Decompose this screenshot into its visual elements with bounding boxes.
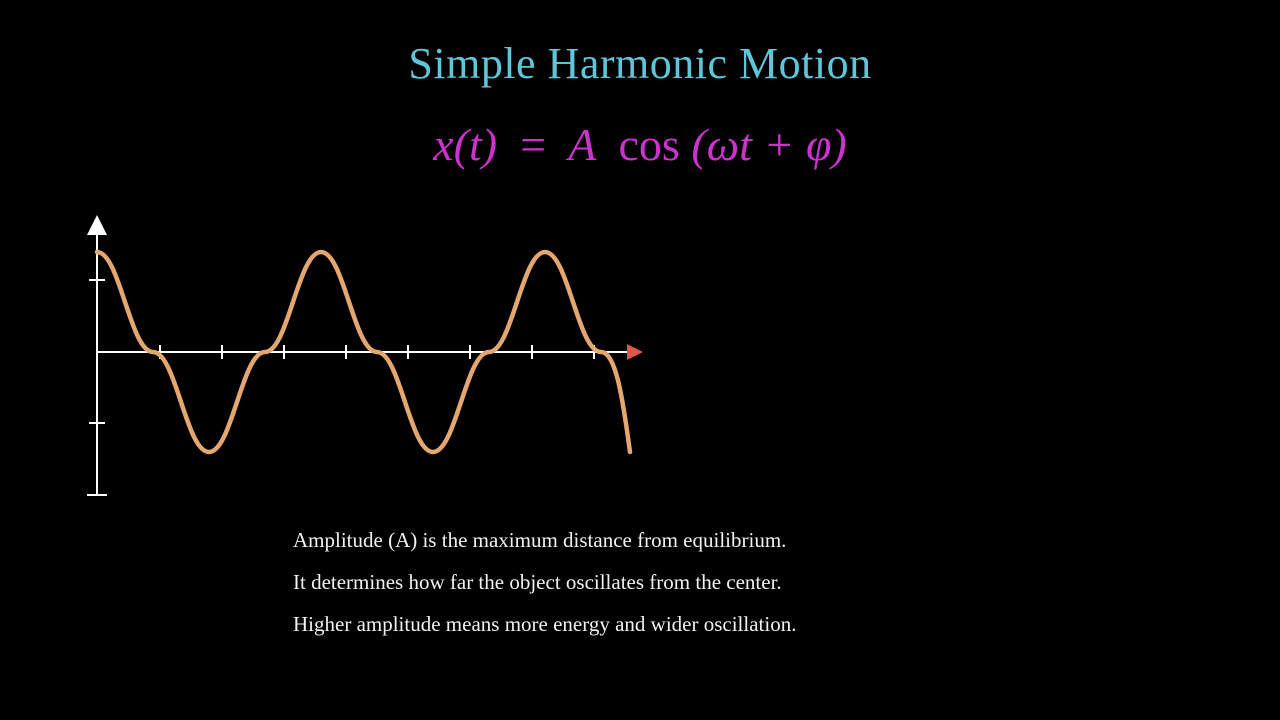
shm-chart: [75, 215, 655, 505]
formula-coefficient: A: [568, 119, 595, 170]
formula-expr: (ωt + φ): [691, 119, 846, 170]
formula-eq: =: [509, 119, 558, 170]
y-axis-arrowhead: [87, 215, 107, 235]
slide-root: Simple Harmonic Motion x(t) = A cos (ωt …: [0, 0, 1280, 720]
body-text-line-3: Higher amplitude means more energy and w…: [293, 612, 1013, 637]
body-text-line-2: It determines how far the object oscilla…: [293, 570, 1013, 595]
page-title: Simple Harmonic Motion: [0, 38, 1280, 89]
shm-formula: x(t) = A cos (ωt + φ): [0, 118, 1280, 171]
formula-lhs: x(t): [433, 119, 497, 170]
x-axis-arrowhead: [627, 344, 643, 360]
amplitude-description: Amplitude (A) is the maximum distance fr…: [293, 528, 1013, 637]
formula-trig: cos: [607, 119, 680, 170]
body-text-line-1: Amplitude (A) is the maximum distance fr…: [293, 528, 1013, 553]
